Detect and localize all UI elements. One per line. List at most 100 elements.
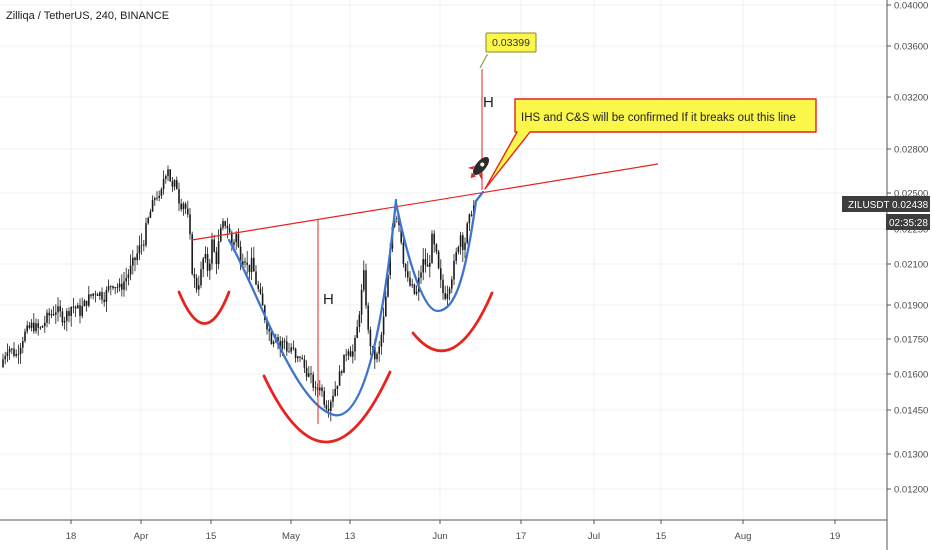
candle-body (365, 270, 367, 306)
candle-body (147, 217, 149, 224)
cup-curve[interactable] (227, 198, 398, 417)
candle-body (178, 189, 180, 204)
time-tick-label: Jul (588, 531, 600, 542)
left-shoulder-bowl[interactable] (177, 290, 231, 325)
callout-bubble[interactable] (484, 98, 817, 190)
saucer-curve[interactable] (394, 190, 485, 313)
price-axis[interactable]: 0.040000.036000.032000.028000.025000.022… (842, 0, 930, 550)
candle-body (79, 305, 81, 316)
head-bowl[interactable] (262, 370, 392, 444)
price-tick-label: 0.01750 (894, 335, 928, 346)
candle-body (277, 337, 279, 342)
candle-body (118, 283, 121, 288)
candle-body (459, 235, 462, 247)
candle-body (462, 235, 464, 250)
candle-body (468, 214, 471, 224)
candle-body (149, 211, 152, 218)
candle-body (440, 268, 442, 280)
candle-body (349, 351, 352, 357)
time-tick-label: Jun (432, 531, 447, 542)
candle-body (46, 312, 48, 323)
candle-body (444, 293, 446, 299)
target-pointer (479, 54, 488, 69)
candle-body (33, 322, 35, 332)
candle-body (259, 288, 262, 294)
time-tick-label: 13 (345, 531, 356, 542)
candle-body (99, 292, 101, 296)
breakout-trendline[interactable] (191, 163, 659, 241)
candle-body (376, 353, 378, 360)
candles-series (2, 165, 475, 422)
candle-body (171, 181, 174, 187)
candle-body (140, 244, 143, 246)
last-price-tag[interactable] (842, 196, 930, 212)
candle-body (105, 289, 108, 302)
candle-body (294, 348, 297, 359)
callout-text: IHS and C&S will be confirmed If it brea… (521, 112, 796, 124)
candle-body (70, 307, 72, 316)
candle-body (310, 373, 312, 375)
candle-body (204, 254, 207, 259)
time-axis[interactable]: 18 Apr 15 May 13 Jun 17 Jul 15 Aug 19 (0, 519, 887, 542)
target-price-box[interactable] (485, 32, 537, 53)
candle-body (202, 258, 204, 270)
candle-body (132, 257, 134, 266)
candle-body (281, 340, 284, 349)
last-price-symbol: ZILUSDT (848, 200, 890, 211)
candle-body (255, 271, 257, 285)
candle-body (198, 285, 200, 290)
candle-body (400, 225, 402, 243)
candle-body (81, 306, 83, 316)
right-shoulder-bowl[interactable] (411, 291, 494, 353)
candle-body (422, 259, 424, 273)
candle-body (272, 341, 275, 344)
candle-body (61, 311, 64, 323)
candle-body (103, 299, 105, 302)
candle-body (182, 203, 185, 210)
candle-body (380, 334, 383, 347)
candle-body (257, 284, 259, 289)
candle-body (420, 272, 422, 278)
candle-body (268, 329, 270, 332)
candle-body (321, 387, 323, 392)
candle-body (160, 189, 163, 196)
candle-body (66, 311, 68, 321)
candle-body (325, 404, 328, 409)
candle-body (162, 178, 165, 190)
candle-body (158, 195, 160, 198)
candle-body (286, 341, 288, 352)
candle-body (173, 180, 176, 187)
candle-body (19, 347, 22, 355)
price-tick-label: 0.02100 (894, 260, 928, 271)
pattern-drawings[interactable]: H H 0.03399 IHS and C&S will be confirmed I… (177, 32, 817, 444)
time-tick-label: 18 (66, 531, 77, 542)
candle-body (279, 341, 281, 349)
candle-body (233, 242, 235, 245)
price-tick-label: 0.03600 (894, 42, 928, 53)
candle-body (470, 214, 473, 216)
candle-body (382, 316, 385, 335)
price-tick-label: 0.03200 (894, 93, 928, 104)
candle-body (112, 286, 114, 289)
candle-body (167, 169, 169, 176)
candle-body (301, 357, 303, 360)
candle-body (411, 284, 413, 286)
candle-body (206, 254, 209, 271)
candle-body (334, 388, 336, 396)
candle-body (466, 223, 468, 243)
candle-body (48, 312, 50, 316)
candle-body (110, 286, 112, 287)
candle-body (415, 291, 418, 294)
candle-body (288, 351, 290, 353)
candle-body (308, 373, 310, 377)
price-tick-label: 0.01600 (894, 370, 928, 381)
candle-body (424, 259, 427, 265)
candle-body (435, 244, 438, 252)
candle-body (319, 387, 321, 391)
candle-body (455, 252, 457, 261)
candle-body (371, 346, 374, 348)
candle-body (151, 199, 154, 212)
candle-body (431, 233, 433, 263)
candle-body (237, 233, 240, 247)
